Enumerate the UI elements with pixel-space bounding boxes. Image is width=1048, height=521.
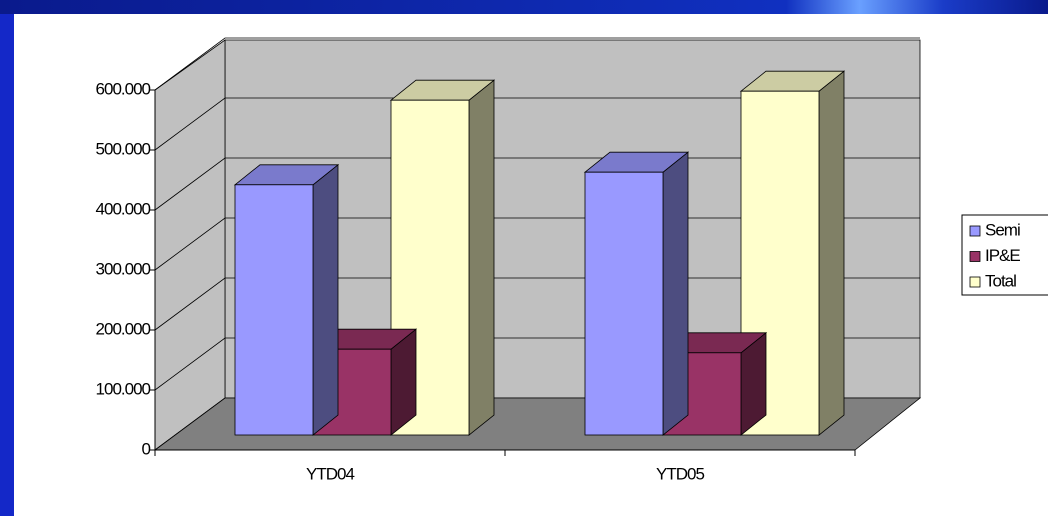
- bar-side: [468, 79, 495, 436]
- y-tick-label: 300.000: [96, 259, 151, 278]
- y-tick-label: 100.000: [96, 379, 151, 398]
- legend-swatch: [969, 251, 981, 262]
- legend-swatch: [969, 225, 981, 237]
- bar: [584, 171, 664, 436]
- y-tick-label: 0: [142, 439, 151, 458]
- legend-label: IP&E: [985, 246, 1020, 265]
- grid-line: [154, 37, 920, 91]
- bar-side: [662, 151, 689, 436]
- y-tick-label: 600.000: [96, 79, 151, 98]
- x-tick-label: YTD05: [656, 464, 704, 483]
- y-tick-label: 500.000: [96, 139, 151, 158]
- grid-line: [154, 97, 920, 151]
- side-wall: [154, 39, 226, 451]
- bar-side: [818, 70, 845, 436]
- y-tick-label: 400.000: [96, 199, 151, 218]
- title-bar: [0, 0, 1048, 14]
- legend-swatch: [969, 276, 981, 288]
- bar: [234, 184, 314, 436]
- x-tick-label: YTD04: [306, 464, 354, 483]
- legend-label: Total: [985, 271, 1016, 290]
- y-tick-label: 200.000: [96, 319, 151, 338]
- legend-label: Semi: [985, 220, 1020, 239]
- bar-side: [312, 163, 339, 436]
